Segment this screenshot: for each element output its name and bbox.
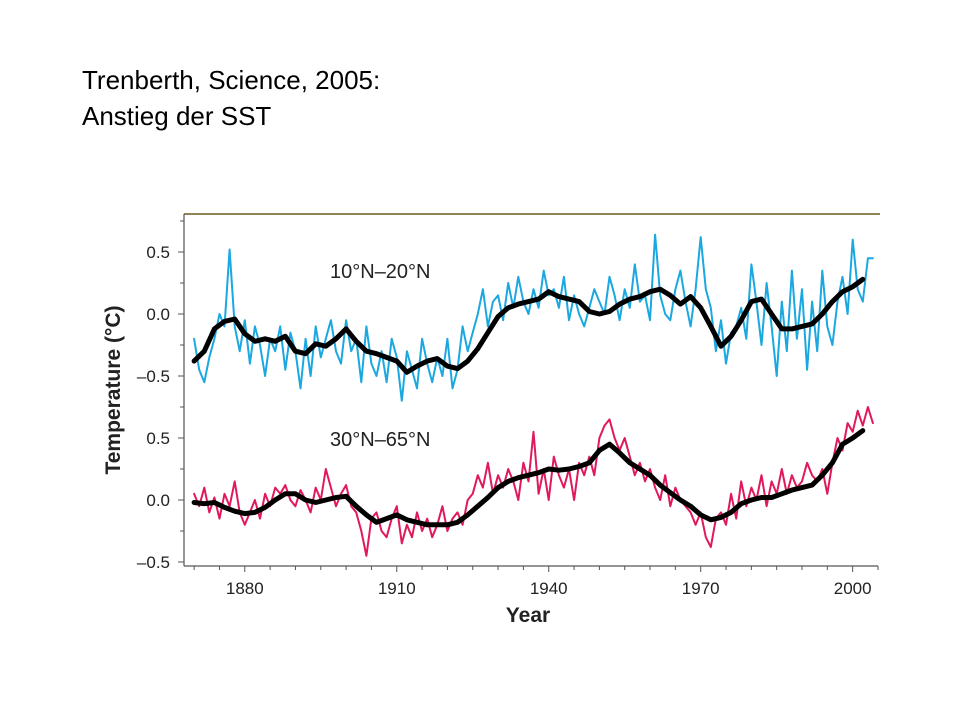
- chart-axes: [178, 214, 879, 572]
- x-tick-label: 1940: [530, 579, 568, 598]
- y-tick-label: 0.5: [146, 429, 170, 448]
- slide-title: Trenberth, Science, 2005: Anstieg der SS…: [82, 62, 380, 134]
- panel-label-2: 30°N–65°N: [330, 429, 431, 451]
- slide-title-line1: Trenberth, Science, 2005:: [82, 65, 381, 95]
- x-tick-label: 1880: [226, 579, 264, 598]
- series-line-1-annual: [193, 233, 874, 402]
- y-tick-label: 0.5: [146, 243, 170, 262]
- series-line-2-smoothed: [191, 428, 866, 528]
- slide-title-line2: Anstieg der SST: [82, 101, 272, 131]
- panel-label-1: 10°N–20°N: [330, 261, 431, 283]
- series-line-1-smoothed: [191, 276, 866, 375]
- x-tick-label: 2000: [834, 579, 872, 598]
- series-line-2-annual: [193, 406, 874, 557]
- y-axis-title: Temperature (°C): [102, 305, 125, 474]
- x-axis-title: Year: [506, 604, 550, 627]
- y-tick-label: 0.0: [146, 491, 170, 510]
- y-tick-label: 0.0: [146, 305, 170, 324]
- y-tick-label: –0.5: [137, 553, 170, 572]
- chart-series: [191, 233, 874, 557]
- y-tick-label: –0.5: [137, 367, 170, 386]
- chart-labels: 1880 1910 1940 1970 2000 –0.5 0.0 0.5 –0.5 0.0 0.5…: [102, 243, 872, 627]
- x-tick-label: 1910: [378, 579, 416, 598]
- x-tick-label: 1970: [682, 579, 720, 598]
